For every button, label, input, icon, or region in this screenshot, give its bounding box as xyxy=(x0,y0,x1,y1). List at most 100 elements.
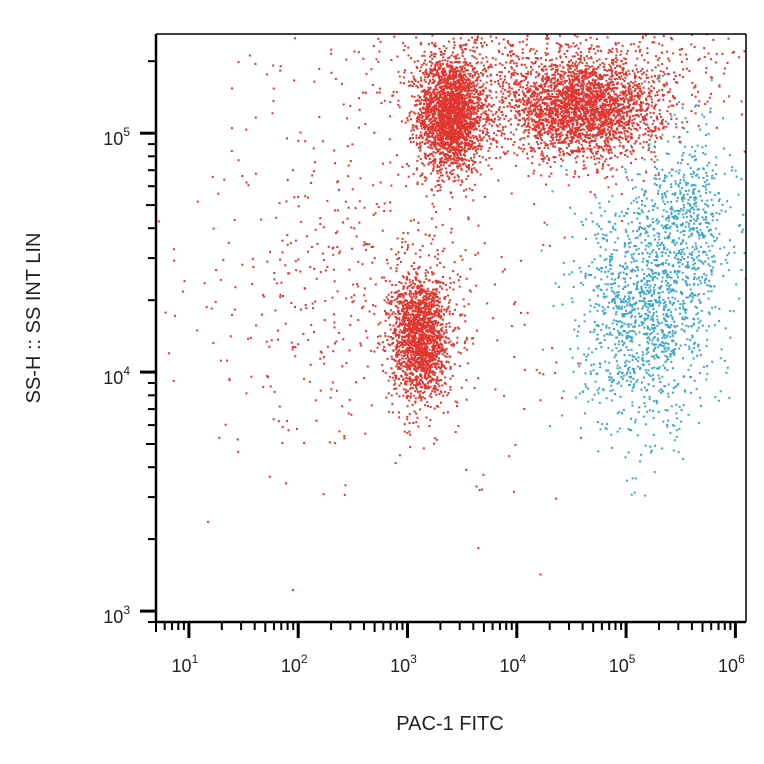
event-dot xyxy=(635,127,638,130)
event-dot xyxy=(573,107,576,110)
event-dot xyxy=(589,150,592,153)
event-dot xyxy=(585,112,588,115)
event-dot xyxy=(629,132,632,135)
event-dot xyxy=(478,145,480,148)
event-dot xyxy=(624,92,627,95)
event-dot xyxy=(419,109,422,112)
event-dot xyxy=(429,110,432,113)
event-dot xyxy=(475,57,478,60)
event-dot xyxy=(546,155,549,158)
event-dot xyxy=(522,86,524,89)
event-dot xyxy=(530,95,533,98)
event-dot xyxy=(449,61,452,63)
event-dot xyxy=(588,66,591,69)
event-dot xyxy=(409,141,412,144)
event-dot xyxy=(466,78,469,81)
event-dot xyxy=(559,122,562,125)
event-dot xyxy=(622,63,625,66)
event-dot xyxy=(497,125,499,128)
event-dot xyxy=(675,126,678,129)
event-dot xyxy=(427,90,430,93)
event-dot xyxy=(556,83,559,86)
event-dot xyxy=(439,78,442,81)
event-dot xyxy=(520,147,523,150)
event-dot xyxy=(585,116,588,119)
event-dot xyxy=(631,119,634,122)
event-dot xyxy=(566,90,569,93)
event-dot xyxy=(469,101,472,104)
event-dot xyxy=(572,112,575,115)
event-dot xyxy=(456,174,459,177)
event-dot xyxy=(596,169,599,172)
event-dot xyxy=(458,73,461,76)
event-dot xyxy=(597,77,600,80)
event-dot xyxy=(635,103,638,105)
event-dot xyxy=(581,105,584,108)
event-dot xyxy=(654,174,657,177)
event-dot xyxy=(440,53,442,56)
event-dot xyxy=(626,123,628,126)
event-dot xyxy=(450,119,453,122)
event-dot xyxy=(469,89,472,92)
event-dot xyxy=(453,111,456,114)
event-dot xyxy=(577,90,580,93)
event-dot xyxy=(568,117,571,120)
event-dot xyxy=(567,93,569,96)
event-dot xyxy=(460,167,463,170)
event-dot xyxy=(476,145,479,148)
event-dot xyxy=(606,69,609,72)
event-dot xyxy=(584,111,587,113)
event-dot xyxy=(561,119,564,121)
event-dot xyxy=(437,82,440,85)
event-dot xyxy=(607,116,610,119)
event-dot xyxy=(619,120,621,123)
event-dot xyxy=(572,122,575,125)
event-dot xyxy=(589,148,592,151)
event-dot xyxy=(577,135,580,138)
event-dot xyxy=(424,114,427,117)
event-dot xyxy=(645,76,648,79)
event-dot xyxy=(471,105,474,108)
event-dot xyxy=(549,124,552,127)
event-dot xyxy=(463,106,466,109)
event-dot xyxy=(578,85,581,88)
event-dot xyxy=(595,171,598,174)
event-dot xyxy=(581,103,584,106)
event-dot xyxy=(477,92,480,95)
event-dot xyxy=(589,129,592,131)
event-dot xyxy=(441,143,444,146)
event-dot xyxy=(478,117,481,120)
event-dot xyxy=(460,86,463,88)
event-dot xyxy=(668,100,671,103)
event-dot xyxy=(451,127,454,130)
event-dot xyxy=(429,130,432,133)
event-dot xyxy=(470,145,473,148)
event-dot xyxy=(537,143,540,146)
event-dot xyxy=(463,77,466,80)
event-dot xyxy=(468,112,471,115)
event-dot xyxy=(461,88,464,90)
event-dot xyxy=(446,65,449,68)
event-dot xyxy=(452,92,455,95)
event-dot xyxy=(601,167,604,170)
event-dot xyxy=(458,57,461,60)
event-dot xyxy=(641,115,644,118)
event-dot xyxy=(440,105,443,108)
event-dot xyxy=(452,151,455,154)
event-dot xyxy=(459,183,462,186)
event-dot xyxy=(592,102,595,105)
event-dot xyxy=(434,128,437,130)
event-dot xyxy=(428,74,431,77)
event-dot xyxy=(547,98,550,100)
event-dot xyxy=(590,109,593,112)
event-dot xyxy=(576,83,579,85)
event-dot xyxy=(556,110,559,113)
event-dot xyxy=(634,94,637,97)
event-dot xyxy=(440,159,442,162)
event-dot xyxy=(468,166,470,169)
event-dot xyxy=(599,112,602,115)
event-dot xyxy=(605,57,608,60)
event-dot xyxy=(651,122,654,125)
event-dot xyxy=(561,92,564,95)
event-dot xyxy=(431,69,434,72)
